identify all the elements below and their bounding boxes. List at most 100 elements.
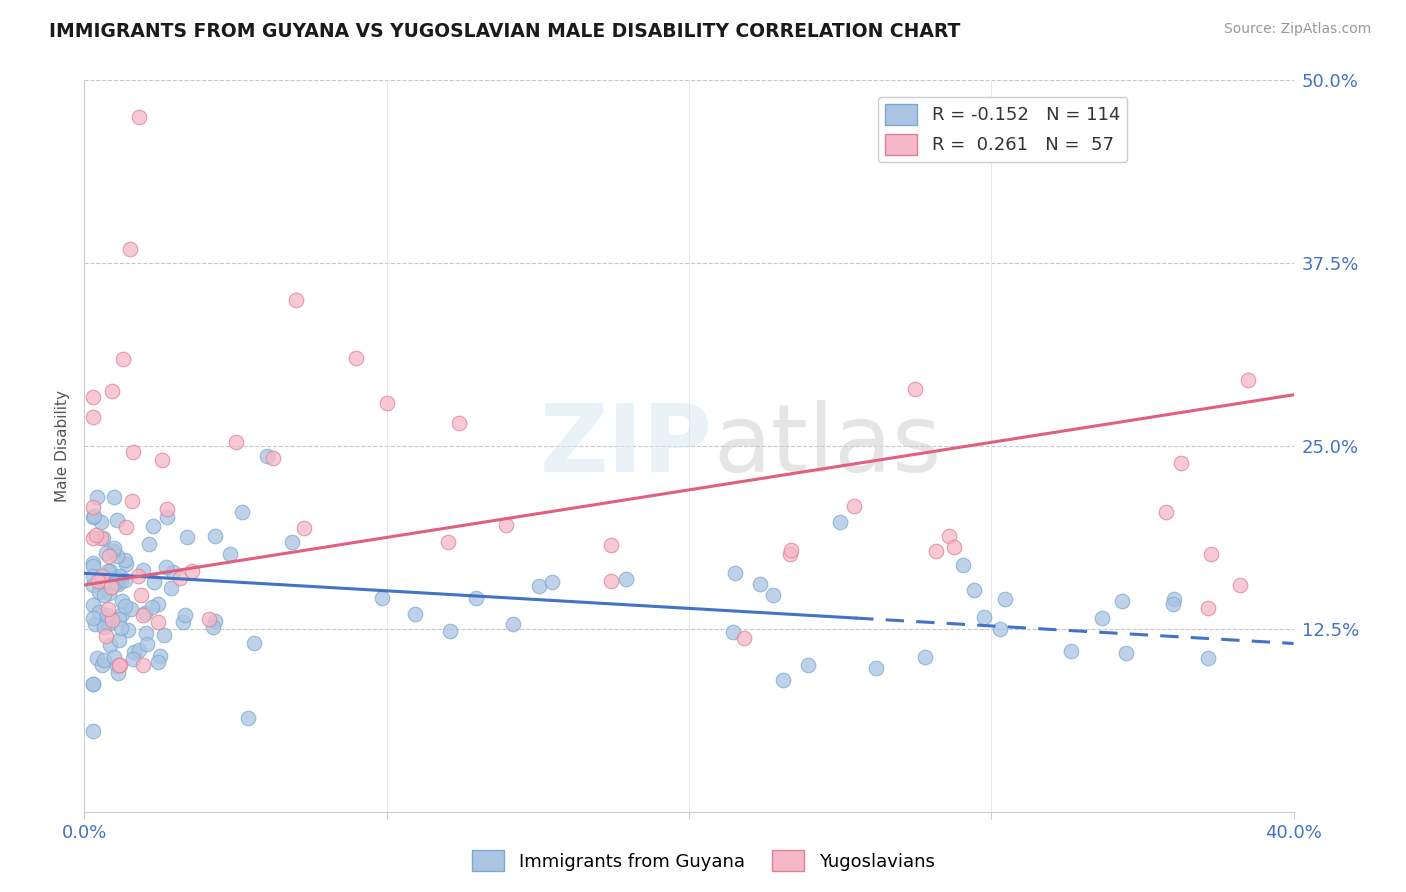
Point bbox=[107, 577, 129, 591]
Point bbox=[828, 516, 851, 530]
Point bbox=[97, 564, 120, 578]
Point bbox=[98, 564, 121, 578]
Point bbox=[988, 623, 1011, 637]
Point bbox=[128, 642, 150, 657]
Point bbox=[963, 582, 986, 597]
Point bbox=[143, 575, 166, 590]
Point bbox=[108, 658, 131, 673]
Point bbox=[135, 626, 157, 640]
Text: atlas: atlas bbox=[713, 400, 942, 492]
Point bbox=[146, 615, 169, 630]
Point bbox=[131, 588, 153, 602]
Point bbox=[1237, 373, 1260, 387]
Point bbox=[110, 574, 132, 588]
Point bbox=[449, 416, 471, 430]
Point bbox=[82, 390, 104, 404]
Point bbox=[118, 242, 141, 256]
Point bbox=[285, 293, 308, 307]
Point bbox=[108, 632, 131, 647]
Point bbox=[242, 636, 264, 650]
Point bbox=[86, 650, 108, 665]
Point bbox=[97, 549, 120, 563]
Point bbox=[156, 501, 179, 516]
Point bbox=[914, 649, 936, 664]
Point bbox=[1201, 547, 1223, 561]
Point bbox=[262, 450, 284, 465]
Point bbox=[150, 453, 173, 467]
Point bbox=[600, 538, 623, 552]
Point bbox=[82, 724, 104, 739]
Point bbox=[107, 665, 129, 680]
Point bbox=[91, 531, 114, 545]
Point bbox=[952, 558, 974, 573]
Y-axis label: Male Disability: Male Disability bbox=[55, 390, 70, 502]
Point bbox=[281, 534, 304, 549]
Point bbox=[614, 572, 637, 586]
Point bbox=[94, 615, 117, 630]
Point bbox=[1154, 505, 1177, 519]
Point bbox=[114, 599, 136, 613]
Point bbox=[156, 509, 179, 524]
Legend: Immigrants from Guyana, Yugoslavians: Immigrants from Guyana, Yugoslavians bbox=[464, 843, 942, 879]
Point bbox=[994, 592, 1017, 607]
Point bbox=[225, 434, 247, 449]
Point bbox=[779, 543, 801, 558]
Point bbox=[84, 617, 107, 632]
Point bbox=[169, 571, 191, 585]
Point bbox=[117, 623, 139, 637]
Point bbox=[160, 582, 183, 596]
Legend: R = -0.152   N = 114, R =  0.261   N =  57: R = -0.152 N = 114, R = 0.261 N = 57 bbox=[877, 96, 1128, 161]
Point bbox=[100, 580, 122, 594]
Point bbox=[128, 110, 150, 124]
Point bbox=[502, 617, 524, 632]
Point bbox=[292, 521, 315, 535]
Point bbox=[162, 565, 184, 579]
Point bbox=[370, 591, 392, 605]
Point bbox=[112, 352, 135, 367]
Point bbox=[105, 549, 128, 564]
Point bbox=[527, 579, 550, 593]
Point bbox=[256, 449, 278, 463]
Point bbox=[82, 578, 104, 592]
Point bbox=[96, 607, 118, 622]
Point bbox=[103, 650, 125, 665]
Point bbox=[82, 409, 104, 424]
Point bbox=[115, 557, 138, 571]
Point bbox=[111, 594, 134, 608]
Point bbox=[1229, 577, 1251, 591]
Point bbox=[904, 382, 927, 396]
Point bbox=[82, 556, 104, 570]
Point bbox=[103, 544, 125, 558]
Point bbox=[132, 658, 155, 673]
Point bbox=[142, 518, 165, 533]
Point bbox=[103, 541, 125, 555]
Point bbox=[134, 606, 156, 620]
Point bbox=[1115, 646, 1137, 660]
Point bbox=[121, 445, 143, 459]
Point bbox=[772, 673, 794, 687]
Point bbox=[124, 645, 146, 659]
Point bbox=[121, 494, 143, 508]
Point bbox=[104, 570, 127, 584]
Point bbox=[93, 653, 115, 667]
Point bbox=[1163, 591, 1185, 606]
Point bbox=[114, 573, 136, 587]
Point bbox=[101, 613, 124, 627]
Point bbox=[1197, 651, 1219, 665]
Point bbox=[844, 500, 866, 514]
Point bbox=[1111, 594, 1133, 608]
Point bbox=[93, 619, 115, 633]
Point bbox=[87, 585, 110, 599]
Point bbox=[540, 575, 562, 590]
Point bbox=[153, 628, 176, 642]
Point bbox=[87, 605, 110, 619]
Point bbox=[404, 607, 426, 621]
Point bbox=[90, 531, 112, 545]
Point bbox=[87, 574, 110, 588]
Point bbox=[84, 528, 107, 542]
Point bbox=[733, 631, 755, 645]
Point bbox=[204, 614, 226, 628]
Point bbox=[724, 566, 747, 580]
Point bbox=[346, 351, 368, 366]
Point bbox=[236, 711, 259, 725]
